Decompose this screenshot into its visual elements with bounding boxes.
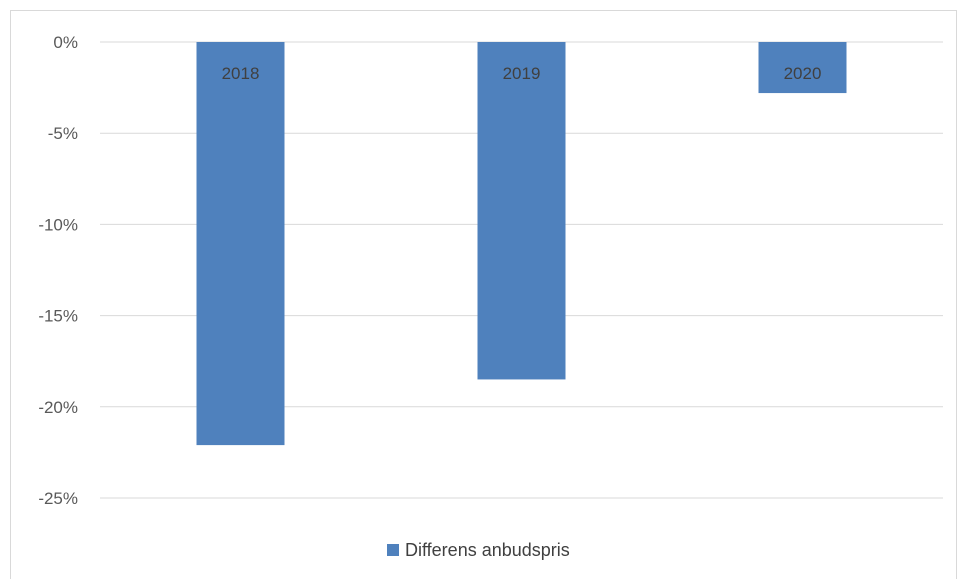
legend-label: Differens anbudspris <box>405 540 570 560</box>
data-label: 2019 <box>503 64 541 83</box>
y-tick-label: 0% <box>53 33 78 52</box>
legend-swatch <box>387 544 399 556</box>
y-tick-label: -15% <box>38 307 78 326</box>
legend: Differens anbudspris <box>387 540 570 560</box>
bars <box>196 42 847 446</box>
data-label: 2018 <box>222 64 260 83</box>
y-tick-label: -20% <box>38 398 78 417</box>
y-axis: 0% -5% -10% -15% -20% -25% <box>38 33 78 508</box>
data-labels: 2018 2019 2020 <box>222 64 822 83</box>
bar <box>196 42 285 446</box>
y-tick-label: -10% <box>38 215 78 234</box>
bar <box>477 42 566 380</box>
y-tick-label: -5% <box>48 124 78 143</box>
y-tick-label: -25% <box>38 489 78 508</box>
chart-frame <box>10 10 957 579</box>
data-label: 2020 <box>784 64 822 83</box>
bar <box>758 42 847 94</box>
